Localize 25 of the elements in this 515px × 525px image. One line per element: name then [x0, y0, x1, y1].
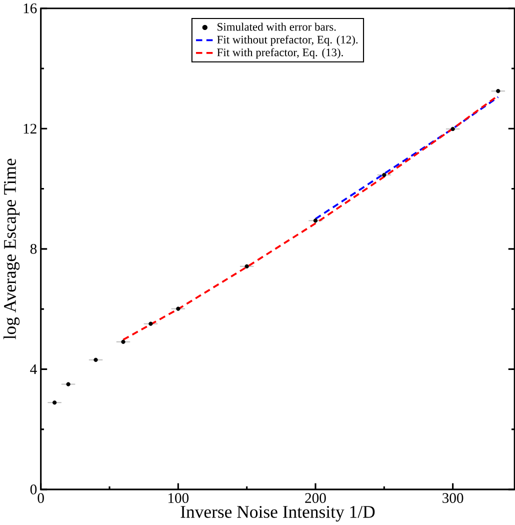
x-tick-label: 300 [442, 493, 464, 503]
y-tick-label: 0 [30, 484, 36, 494]
point [120, 340, 126, 344]
y-tick-label: 4 [30, 364, 37, 374]
x-tick-label: 0 [38, 493, 44, 503]
point [52, 400, 56, 405]
point [450, 126, 455, 132]
legend-label: Fit with prefactor, Eq. (13). [216, 48, 343, 59]
y-tick-label: 8 [30, 244, 36, 254]
x-axis-title: Inverse Noise Intensity 1/D [180, 506, 374, 522]
point [93, 358, 98, 362]
legend-label: Simulated with error bars. [217, 22, 336, 31]
point [382, 172, 386, 178]
point [244, 264, 249, 268]
x-tick-label: 100 [168, 493, 188, 503]
legend-label: Fit without prefactor, Eq. (12). [216, 35, 358, 46]
point [66, 382, 70, 386]
point [176, 306, 180, 311]
x-tick-label: 200 [305, 493, 326, 503]
point [148, 322, 153, 326]
point [496, 88, 500, 94]
point [313, 218, 318, 223]
y-tick-label: 16 [24, 3, 37, 14]
y-tick-label: 12 [24, 124, 36, 134]
y-axis-title: log Average Escape Time [3, 158, 20, 340]
